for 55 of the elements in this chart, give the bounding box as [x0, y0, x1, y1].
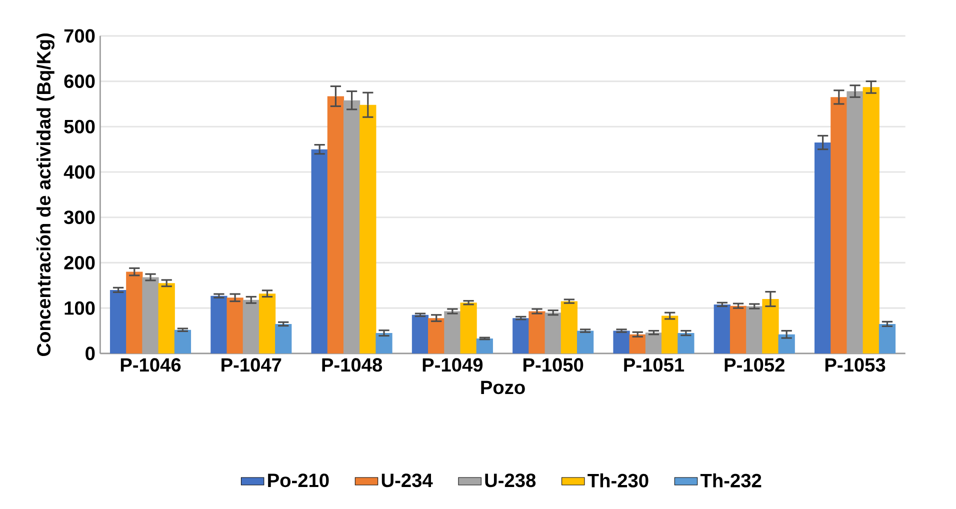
bar — [428, 318, 445, 354]
bar — [512, 318, 530, 354]
y-axis-title: Concentración de actividad (Bq/Kg) — [36, 33, 54, 356]
bar — [613, 330, 630, 354]
y-tick-label: 0 — [86, 346, 95, 360]
bar — [412, 314, 429, 354]
legend-label: U-238 — [485, 474, 536, 488]
bar — [327, 96, 344, 354]
x-tick-label: P-1053 — [825, 358, 886, 372]
bar — [174, 330, 192, 354]
legend-label: U-234 — [382, 474, 433, 488]
bar — [662, 316, 678, 354]
bar — [878, 324, 896, 354]
bar — [275, 324, 292, 354]
bar — [678, 332, 694, 354]
x-tick-label: P-1047 — [222, 358, 282, 372]
x-tick-label: P-1050 — [524, 358, 584, 372]
legend-label: Th-232 — [700, 473, 762, 488]
y-tick-label: 700 — [64, 29, 95, 43]
y-tick-label: 300 — [64, 210, 95, 224]
y-tick-label: 600 — [64, 74, 95, 88]
legend-label: Po-210 — [268, 474, 329, 488]
bar — [778, 334, 795, 354]
bar — [158, 283, 175, 354]
bar — [862, 87, 880, 354]
y-tick-label: 500 — [64, 120, 95, 134]
bar — [730, 306, 747, 354]
x-tick-label: P-1051 — [624, 358, 684, 372]
bar — [830, 97, 848, 354]
bar — [714, 304, 730, 354]
bar — [629, 334, 646, 354]
legend-label: Th-230 — [588, 473, 648, 488]
x-axis-title: Pozo — [481, 380, 525, 394]
x-tick-label: P-1052 — [724, 358, 784, 372]
bar — [126, 272, 143, 354]
bar — [476, 338, 493, 354]
bar — [210, 296, 228, 354]
y-tick-label: 200 — [64, 256, 95, 270]
bar — [258, 293, 276, 354]
bar — [376, 332, 392, 354]
bar — [560, 301, 578, 354]
bar — [528, 311, 546, 354]
bar — [576, 330, 594, 354]
bar — [814, 142, 832, 354]
bar — [110, 290, 127, 354]
y-tick-label: 400 — [64, 165, 95, 179]
bar — [762, 298, 779, 354]
x-tick-label: P-1049 — [422, 358, 483, 372]
bar — [360, 104, 376, 354]
x-tick-label: P-1048 — [322, 358, 382, 372]
x-tick-label: P-1046 — [120, 358, 181, 372]
bar — [460, 302, 477, 354]
y-tick-label: 100 — [64, 301, 95, 315]
bar — [311, 149, 328, 354]
bar — [226, 298, 244, 354]
